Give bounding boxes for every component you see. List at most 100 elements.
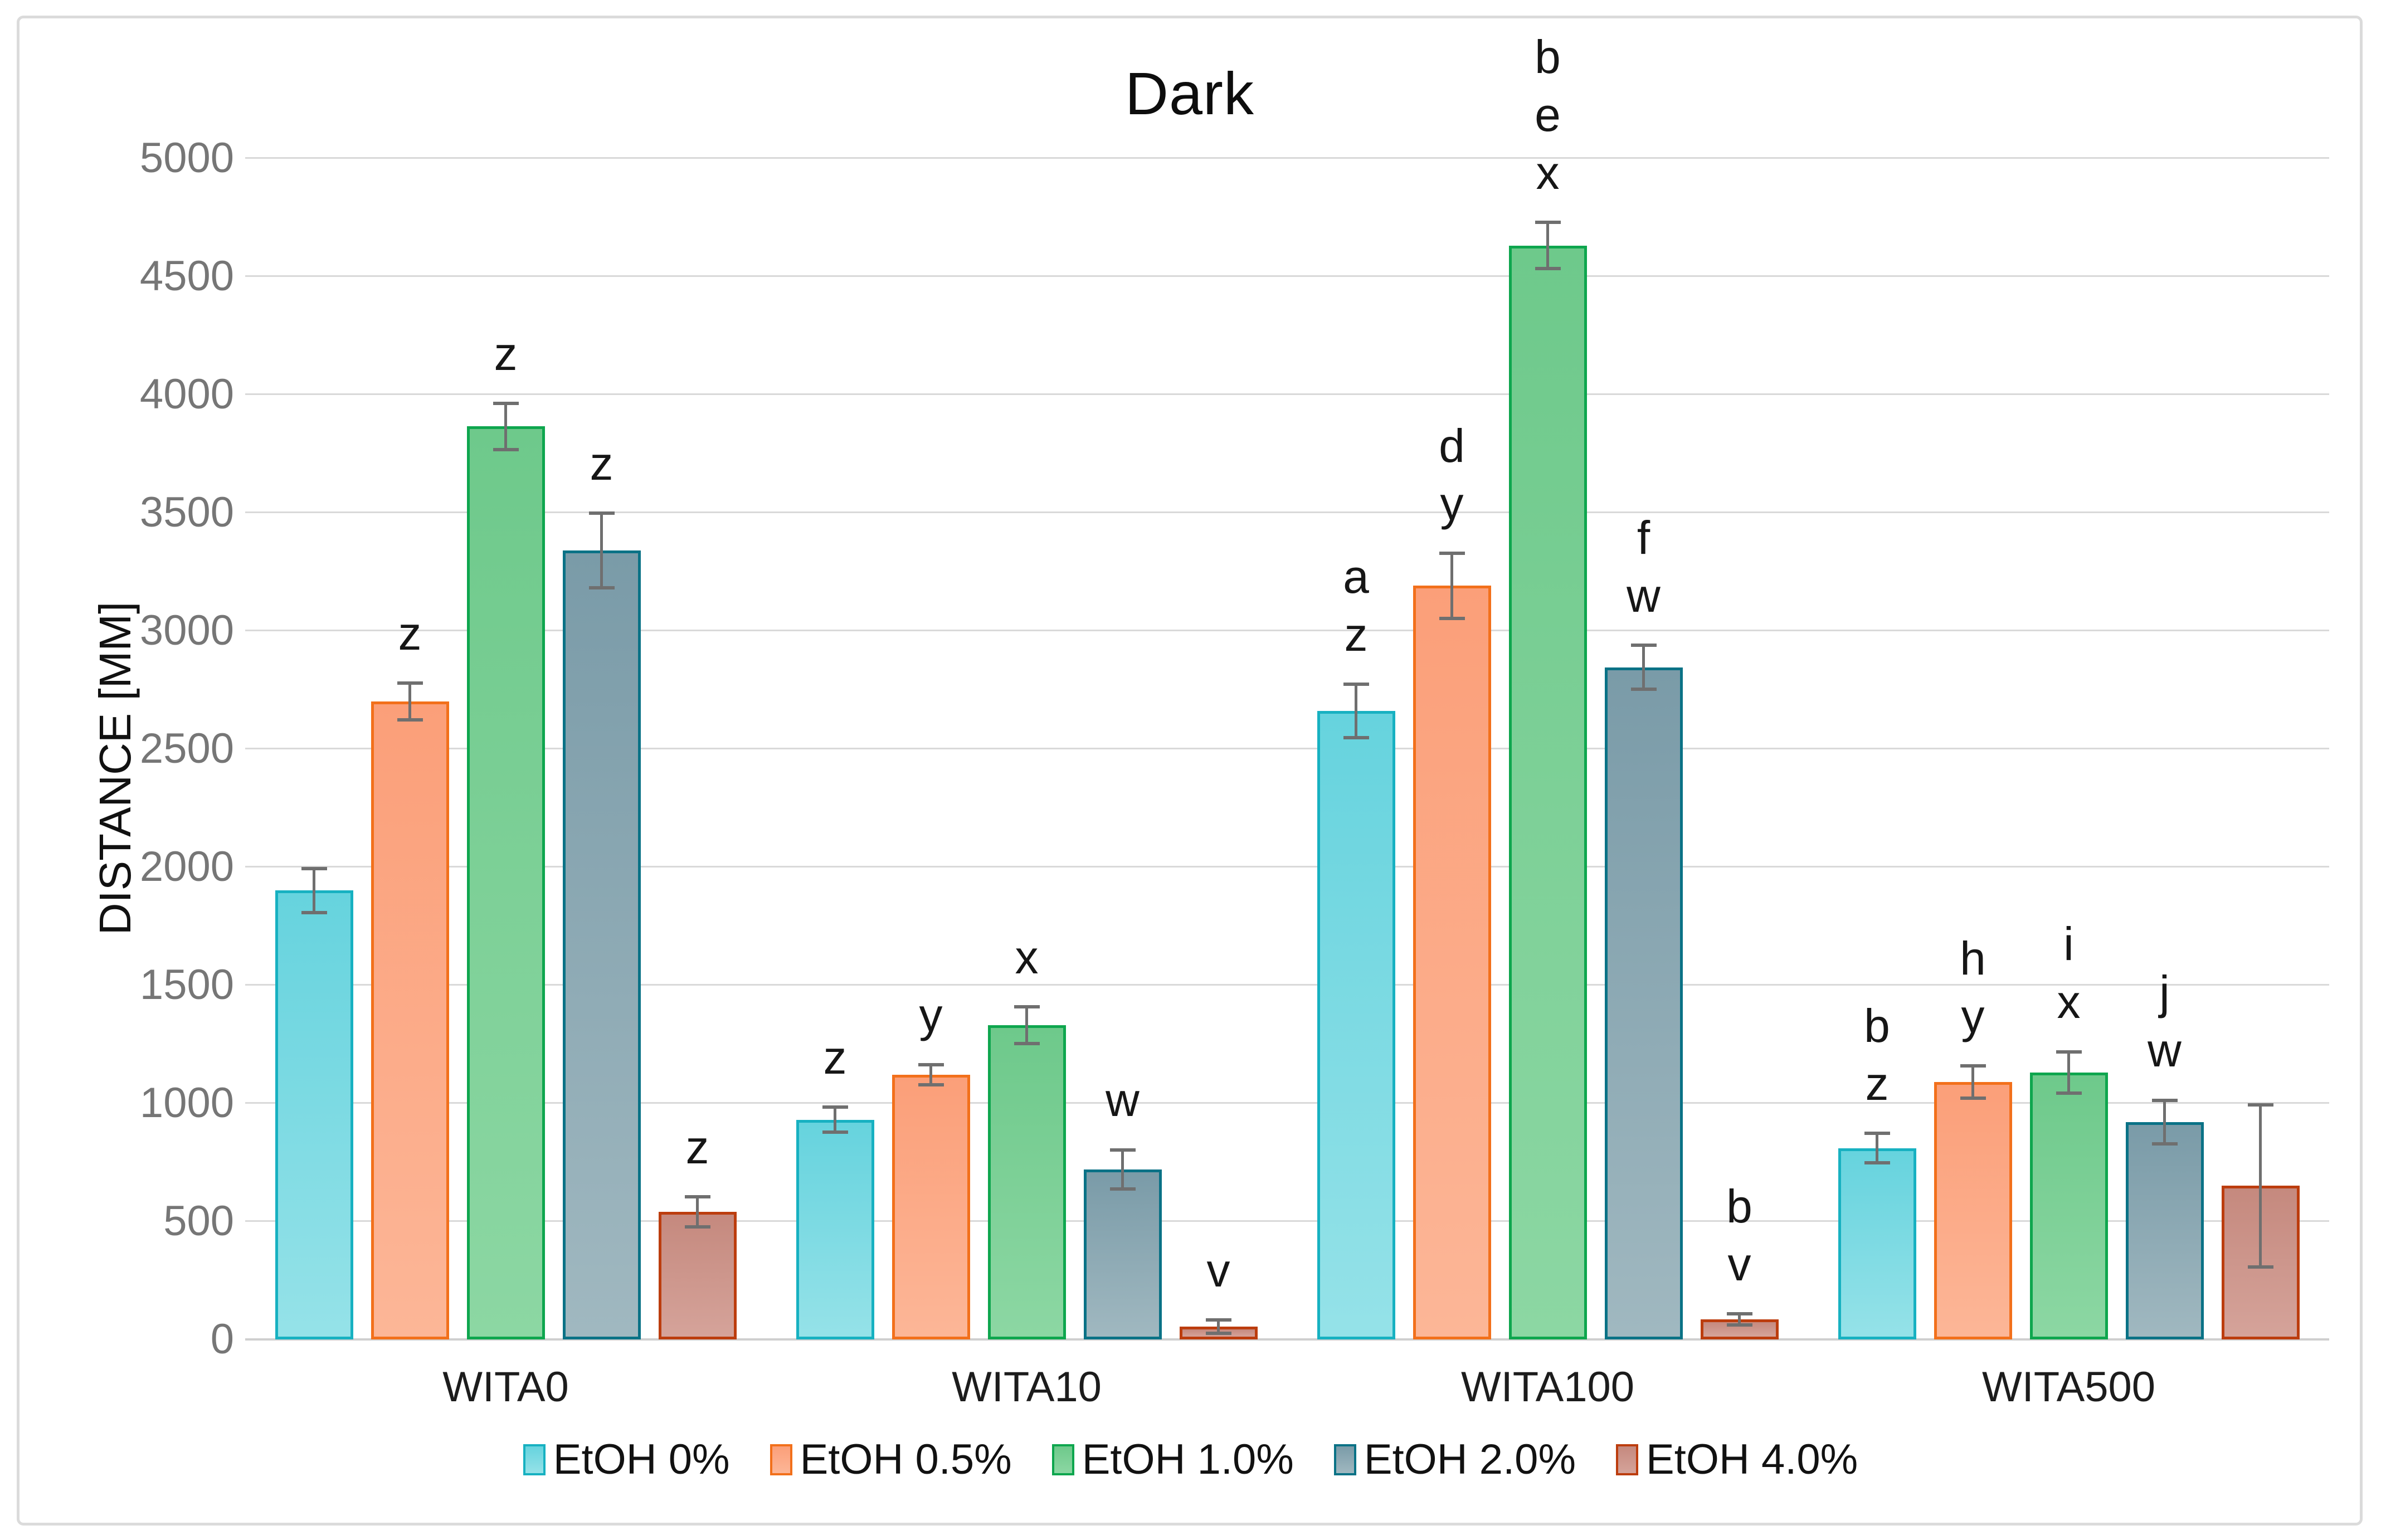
error-bar-stem	[504, 401, 507, 451]
error-bar-WITA100-EtOH0.5	[1439, 551, 1465, 620]
error-bar-WITA100-EtOH4.0	[1726, 1312, 1752, 1327]
error-bar-stem	[834, 1105, 836, 1134]
bar-WITA10-EtOH1.0	[987, 1025, 1066, 1339]
error-bar-cap-b	[822, 1130, 848, 1134]
error-bar-stem	[2163, 1098, 2166, 1146]
error-bar-cap-b	[1630, 688, 1657, 691]
y-tick-label-1000: 1000	[139, 1079, 234, 1127]
sig-letters-WITA10-EtOH2.0: w	[1106, 1074, 1140, 1127]
error-bar-cap-b	[588, 586, 615, 589]
error-bar-cap-t	[1343, 683, 1369, 686]
gridline-3000	[245, 630, 2329, 631]
error-bar-cap-b	[2247, 1265, 2273, 1269]
y-tick-label-4500: 4500	[139, 252, 234, 300]
legend-label: EtOH 4.0%	[1646, 1436, 1858, 1483]
error-bar-cap-t	[1014, 1005, 1040, 1009]
error-bar-WITA500-EtOH0	[1864, 1131, 1890, 1165]
error-bar-cap-b	[1014, 1042, 1040, 1046]
error-bar-cap-t	[918, 1063, 944, 1066]
error-bar-stem	[1355, 683, 1357, 740]
error-bar-stem	[2259, 1103, 2262, 1269]
error-bar-WITA10-EtOH4.0	[1205, 1318, 1231, 1335]
sig-letters-WITA0-EtOH1.0: z	[494, 327, 518, 380]
gridline-4500	[245, 275, 2329, 277]
legend-item-EtOH1.0: EtOH 1.0%	[1051, 1435, 1294, 1484]
error-bar-cap-t	[684, 1195, 710, 1199]
legend-swatch-icon	[1051, 1444, 1074, 1475]
error-bar-stem	[1876, 1131, 1878, 1165]
error-bar-cap-t	[493, 401, 519, 405]
sig-letters-WITA10-EtOH0.5: y	[919, 988, 943, 1041]
error-bar-cap-t	[822, 1105, 848, 1109]
error-bar-cap-t	[1205, 1318, 1231, 1322]
legend-swatch-icon	[523, 1444, 546, 1475]
y-tick-label-3500: 3500	[139, 489, 234, 536]
sig-letters-WITA10-EtOH4.0: v	[1206, 1244, 1230, 1297]
bar-WITA100-EtOH1.0	[1508, 245, 1587, 1339]
error-bar-stem	[1738, 1312, 1741, 1327]
error-bar-WITA10-EtOH2.0	[1109, 1148, 1136, 1191]
error-bar-WITA0-EtOH4.0	[684, 1195, 710, 1229]
error-bar-stem	[408, 681, 411, 722]
x-category-label-WITA0: WITA0	[442, 1363, 569, 1411]
error-bar-WITA10-EtOH0.5	[918, 1063, 944, 1087]
error-bar-stem	[600, 511, 603, 589]
legend-item-EtOH0.5: EtOH 0.5%	[770, 1435, 1012, 1484]
sig-letters-WITA0-EtOH0.5: z	[398, 607, 422, 660]
y-tick-label-2500: 2500	[139, 725, 234, 772]
error-bar-cap-t	[397, 681, 423, 685]
gridline-2000	[245, 866, 2329, 868]
legend-label: EtOH 1.0%	[1082, 1436, 1294, 1483]
chart-title: Dark	[1124, 60, 1255, 127]
error-bar-stem	[1642, 644, 1645, 691]
error-bar-WITA10-EtOH1.0	[1014, 1005, 1040, 1046]
error-bar-cap-b	[397, 718, 423, 722]
legend-item-EtOH4.0: EtOH 4.0%	[1616, 1435, 1858, 1484]
bar-WITA100-EtOH0.5	[1413, 586, 1491, 1339]
y-tick-label-2000: 2000	[139, 843, 234, 890]
error-bar-cap-b	[2056, 1091, 2082, 1095]
error-bar-cap-t	[1439, 551, 1465, 555]
legend-swatch-icon	[1616, 1444, 1639, 1475]
error-bar-cap-t	[1109, 1148, 1136, 1152]
error-bar-cap-b	[1726, 1323, 1752, 1327]
error-bar-cap-t	[1960, 1064, 1986, 1068]
error-bar-WITA0-EtOH0.5	[397, 681, 423, 722]
error-bar-stem	[2067, 1050, 2070, 1095]
y-tick-label-0: 0	[210, 1315, 234, 1363]
error-bar-stem	[1546, 221, 1549, 271]
y-tick-label-500: 500	[163, 1197, 234, 1245]
error-bar-WITA10-EtOH0	[822, 1105, 848, 1134]
error-bar-stem	[929, 1063, 932, 1087]
error-bar-WITA500-EtOH0.5	[1960, 1064, 1986, 1100]
error-bar-cap-t	[2056, 1050, 2082, 1054]
bar-WITA0-EtOH2.0	[562, 550, 641, 1339]
error-bar-WITA0-EtOH1.0	[493, 401, 519, 451]
error-bar-cap-b	[684, 1225, 710, 1229]
bar-WITA500-EtOH2.0	[2125, 1122, 2204, 1339]
error-bar-cap-t	[1864, 1131, 1890, 1135]
error-bar-WITA500-EtOH1.0	[2056, 1050, 2082, 1095]
y-tick-label-4000: 4000	[139, 371, 234, 418]
gridline-500	[245, 1220, 2329, 1222]
legend: EtOH 0% EtOH 0.5% EtOH 1.0% EtOH 2.0% EtOH 4…	[0, 1435, 2381, 1484]
gridline-5000	[245, 157, 2329, 159]
y-tick-label-3000: 3000	[139, 607, 234, 654]
gridline-4000	[245, 393, 2329, 395]
error-bar-stem	[1450, 551, 1453, 620]
gridline-1500	[245, 984, 2329, 986]
bar-WITA0-EtOH4.0	[658, 1212, 737, 1339]
legend-item-EtOH0: EtOH 0%	[523, 1435, 730, 1484]
legend-label: EtOH 2.0%	[1364, 1436, 1576, 1483]
error-bar-cap-t	[1726, 1312, 1752, 1316]
error-bar-WITA100-EtOH1.0	[1535, 221, 1561, 271]
error-bar-cap-t	[2151, 1098, 2178, 1102]
y-tick-label-5000: 5000	[139, 134, 234, 182]
bar-WITA500-EtOH0.5	[1934, 1081, 2012, 1339]
